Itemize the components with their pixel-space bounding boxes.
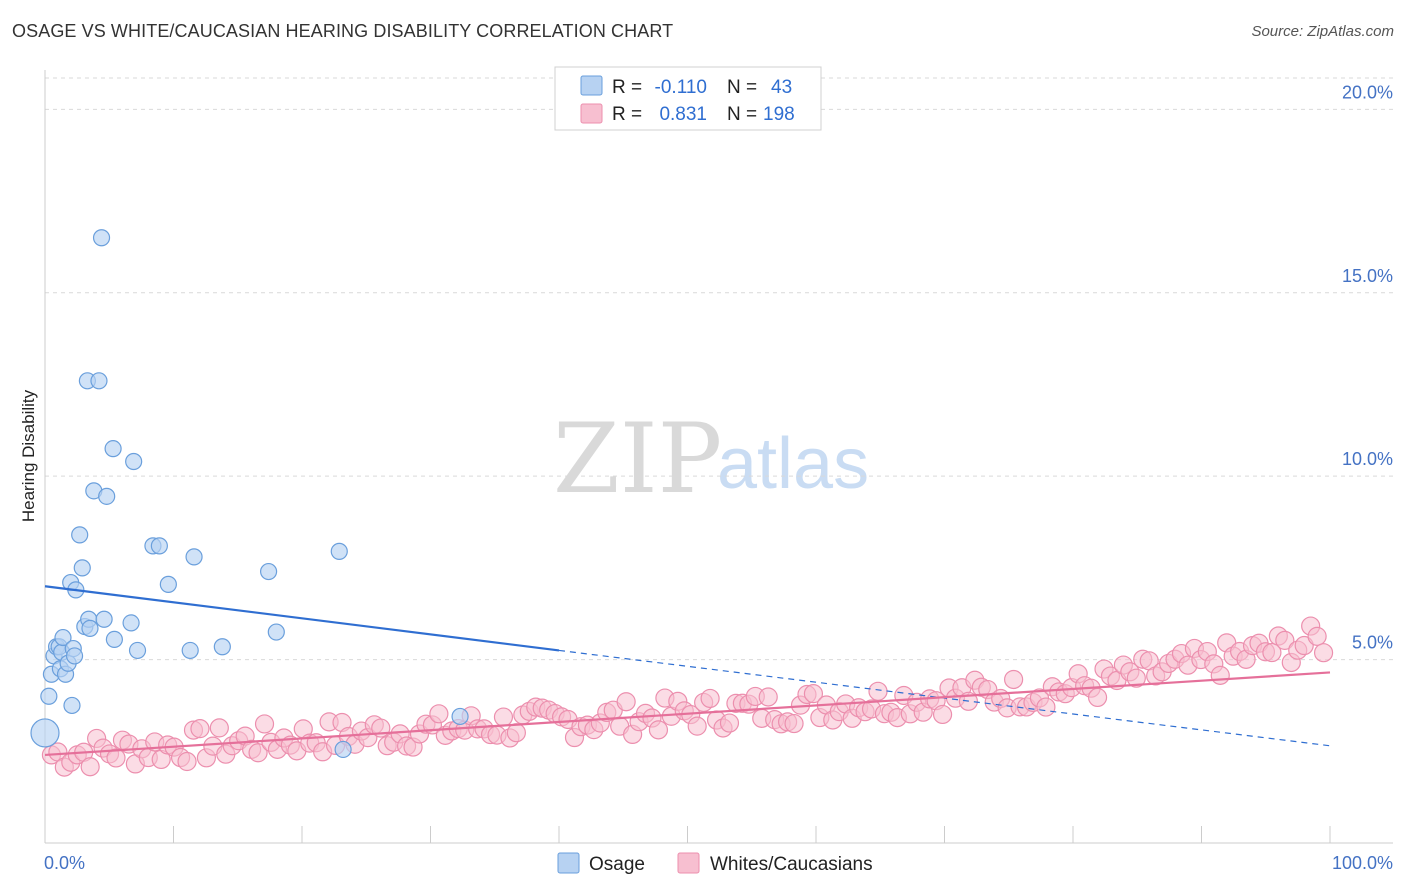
white-point xyxy=(758,687,778,707)
white-point xyxy=(429,704,449,724)
white-legend-swatch xyxy=(580,103,603,124)
white-trend-line xyxy=(44,671,1331,757)
osage-point xyxy=(259,562,278,581)
watermark-atlas: atlas xyxy=(717,424,869,504)
osage-point xyxy=(181,641,199,660)
osage-point xyxy=(90,372,108,390)
osage-bottom-swatch xyxy=(557,852,580,874)
correlation-legend: R = -0.110 N = 43 R = 0.831 N = 198 xyxy=(554,66,822,131)
white-point xyxy=(1294,635,1314,656)
osage-point xyxy=(98,487,116,505)
white-point xyxy=(1210,665,1230,685)
osage-point xyxy=(159,575,177,593)
osage-point xyxy=(213,638,231,656)
osage-point xyxy=(105,630,123,649)
white-point xyxy=(1313,643,1334,663)
osage-point xyxy=(71,526,89,544)
white-point xyxy=(1307,626,1327,646)
white-point xyxy=(616,692,636,712)
axes xyxy=(44,70,1393,844)
osage-point xyxy=(63,696,81,715)
white-point xyxy=(190,719,210,739)
osage-point xyxy=(40,687,58,705)
osage-point xyxy=(122,614,140,632)
y-tick-label: 20.0% xyxy=(1342,82,1393,102)
white-bottom-label: Whites/Caucasians xyxy=(710,854,873,875)
osage-point xyxy=(451,707,469,726)
white-point xyxy=(1036,697,1056,717)
osage-n-label: N = xyxy=(727,77,757,98)
white-point xyxy=(1262,642,1282,663)
osage-point xyxy=(104,440,122,458)
y-tick-label: 5.0% xyxy=(1352,633,1393,653)
osage-n-value: 43 xyxy=(771,77,792,98)
osage-point xyxy=(185,548,203,566)
white-point xyxy=(106,748,126,768)
white-n-label: N = xyxy=(727,104,757,125)
osage-point xyxy=(334,740,352,759)
white-r-label: R = xyxy=(612,104,642,125)
osage-r-value: -0.110 xyxy=(655,77,707,98)
white-point xyxy=(687,716,707,736)
white-point xyxy=(506,723,526,743)
white-point xyxy=(1004,669,1024,690)
white-point xyxy=(1087,687,1108,708)
source-label: Source: ZipAtlas.com xyxy=(1251,23,1394,40)
white-point xyxy=(80,757,100,777)
white-point xyxy=(719,713,740,733)
white-point xyxy=(648,720,669,740)
white-point xyxy=(209,718,229,738)
x-tick-label-max: 100.0% xyxy=(1332,853,1393,873)
osage-point xyxy=(30,718,60,748)
grid-lines xyxy=(45,77,1393,661)
series-legend: Osage Whites/Caucasians xyxy=(557,852,873,875)
osage-point xyxy=(92,229,111,247)
white-series-points xyxy=(41,616,1334,777)
white-point xyxy=(1126,668,1146,688)
x-tick-label-min: 0.0% xyxy=(44,853,85,873)
y-axis-title: Hearing Disability xyxy=(19,389,38,522)
y-tick-label: 10.0% xyxy=(1342,449,1393,469)
osage-bottom-label: Osage xyxy=(589,854,645,875)
chart-title: OSAGE VS WHITE/CAUCASIAN HEARING DISABIL… xyxy=(12,21,674,41)
osage-trend-line xyxy=(44,585,560,652)
white-point xyxy=(803,684,824,704)
osage-point xyxy=(95,610,113,628)
x-ticks xyxy=(44,826,1331,843)
white-point xyxy=(493,707,514,727)
osage-legend-swatch xyxy=(580,75,603,96)
osage-point xyxy=(267,623,285,641)
y-tick-label: 15.0% xyxy=(1342,266,1393,286)
y-tick-labels: 5.0% 10.0% 15.0% 20.0% xyxy=(1342,82,1393,652)
white-point xyxy=(700,688,720,709)
osage-point xyxy=(73,559,91,577)
osage-point xyxy=(54,628,72,647)
white-point xyxy=(868,681,888,701)
osage-point xyxy=(65,647,84,665)
white-r-value: 0.831 xyxy=(659,104,707,125)
osage-series-points xyxy=(30,229,469,759)
white-point xyxy=(177,751,197,772)
osage-r-label: R = xyxy=(612,77,642,98)
osage-point xyxy=(81,619,99,638)
trend-lines xyxy=(44,585,1331,757)
white-point xyxy=(932,704,953,725)
osage-point xyxy=(150,537,168,555)
osage-point xyxy=(330,542,348,560)
white-n-value: 198 xyxy=(763,104,795,125)
white-point xyxy=(1275,630,1295,650)
white-point xyxy=(254,714,275,734)
osage-point xyxy=(125,452,143,471)
watermark-zip: ZIP xyxy=(553,403,722,515)
white-point xyxy=(784,713,804,734)
osage-point xyxy=(128,641,147,660)
white-bottom-swatch xyxy=(677,852,700,874)
white-point xyxy=(248,743,268,763)
